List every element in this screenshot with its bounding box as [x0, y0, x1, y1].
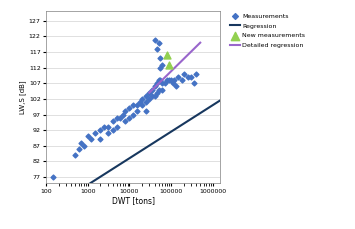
Measurements — [191, 82, 197, 85]
Measurements — [171, 78, 177, 82]
Measurements — [98, 128, 103, 132]
Measurements — [156, 41, 162, 44]
Measurements — [105, 131, 110, 135]
Measurements — [158, 78, 163, 82]
Measurements — [179, 78, 185, 82]
Measurements — [149, 88, 155, 91]
Measurements — [152, 94, 157, 98]
Measurements — [168, 78, 174, 82]
Measurements — [139, 97, 145, 101]
Measurements — [159, 82, 165, 85]
Measurements — [170, 82, 176, 85]
Measurements — [156, 78, 162, 82]
Measurements — [134, 103, 140, 107]
X-axis label: DWT [tons]: DWT [tons] — [111, 196, 155, 206]
Y-axis label: LW,S [dB]: LW,S [dB] — [19, 81, 26, 114]
Measurements — [166, 78, 172, 82]
Measurements — [188, 75, 194, 79]
Measurements — [122, 119, 128, 123]
Measurements — [143, 109, 149, 113]
Measurements — [154, 47, 159, 51]
Measurements — [72, 153, 78, 157]
Measurements — [147, 97, 152, 101]
Measurements — [130, 103, 136, 107]
Measurements — [143, 94, 149, 98]
Measurements — [158, 66, 163, 69]
Measurements — [110, 119, 116, 123]
Measurements — [122, 109, 128, 113]
Measurements — [143, 100, 149, 104]
Measurements — [98, 138, 103, 141]
Measurements — [130, 113, 136, 116]
Measurements — [152, 85, 157, 88]
Measurements — [76, 147, 81, 151]
Measurements — [181, 72, 186, 76]
Measurements — [51, 175, 56, 179]
Measurements — [154, 82, 159, 85]
Measurements — [159, 88, 165, 91]
Measurements — [102, 125, 107, 129]
Measurements — [92, 131, 98, 135]
Measurements — [127, 106, 132, 110]
Measurements — [152, 38, 157, 41]
New measurements — [166, 63, 172, 66]
Measurements — [134, 109, 140, 113]
Measurements — [139, 103, 145, 107]
Detailed regression — [198, 41, 202, 44]
Measurements — [137, 100, 143, 104]
Measurements — [185, 75, 191, 79]
Legend: Measurements, Regression, New measurements, Detailed regression: Measurements, Regression, New measuremen… — [229, 11, 307, 50]
Measurements — [173, 85, 179, 88]
Measurements — [81, 144, 87, 147]
Measurements — [149, 94, 155, 98]
Measurements — [159, 63, 165, 66]
Measurements — [176, 75, 181, 79]
Line: Detailed regression: Detailed regression — [149, 43, 200, 93]
Measurements — [127, 116, 132, 120]
Measurements — [164, 78, 170, 82]
Measurements — [114, 125, 120, 129]
Measurements — [158, 57, 163, 60]
Measurements — [110, 128, 116, 132]
Measurements — [156, 88, 162, 91]
Measurements — [118, 116, 123, 120]
Measurements — [114, 116, 120, 120]
Measurements — [154, 91, 159, 95]
Measurements — [105, 125, 110, 129]
Detailed regression — [147, 91, 152, 94]
Measurements — [85, 134, 91, 138]
Measurements — [78, 141, 84, 144]
Measurements — [120, 113, 126, 116]
Measurements — [162, 82, 168, 85]
Measurements — [88, 138, 94, 141]
Measurements — [147, 91, 152, 95]
New measurements — [164, 53, 170, 57]
Measurements — [193, 72, 199, 76]
